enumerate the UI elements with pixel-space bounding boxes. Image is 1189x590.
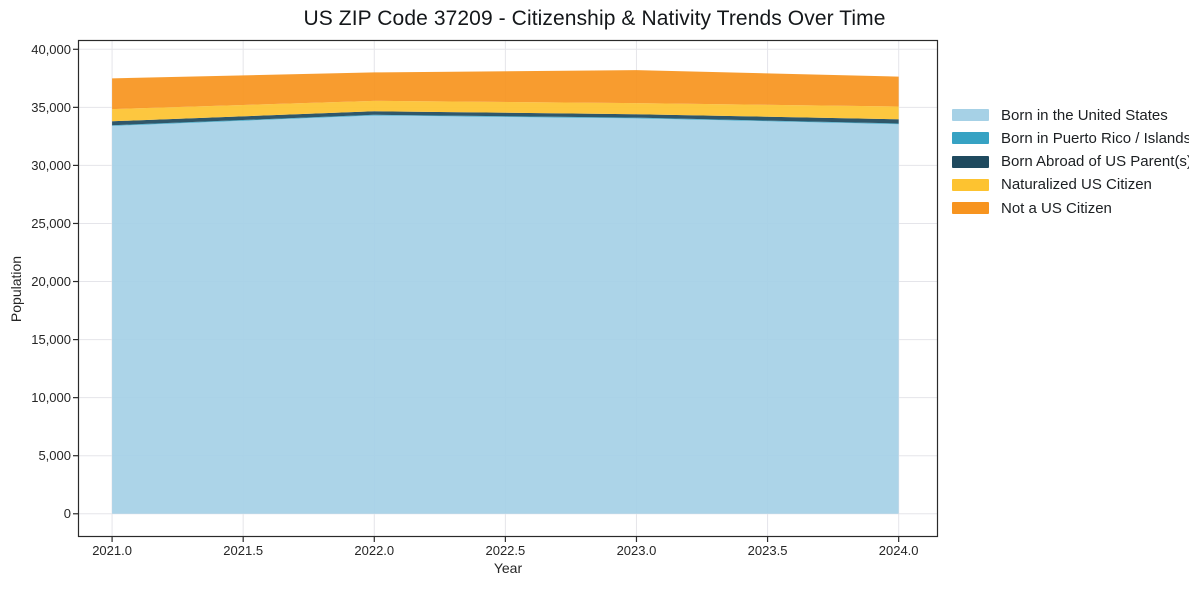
legend-swatch-icon: [952, 155, 989, 168]
axes-border: [77, 39, 939, 538]
legend-label: Not a US Citizen: [1001, 199, 1112, 217]
legend-label: Born Abroad of US Parent(s): [1001, 153, 1189, 171]
x-tick-label: 2021.0: [92, 543, 132, 558]
legend-item: Born Abroad of US Parent(s): [952, 153, 1189, 171]
legend-label: Born in the United States: [1001, 106, 1168, 124]
area-naturalized-us-citizen: [112, 100, 899, 122]
legend-label: Naturalized US Citizen: [1001, 176, 1152, 194]
legend-item: Born in the United States: [952, 106, 1188, 124]
x-tick-label: 2024.0: [878, 543, 919, 558]
x-tick-label: 2023.5: [747, 543, 788, 558]
legend-swatch-icon: [952, 202, 989, 215]
y-tick-label: 15,000: [31, 332, 71, 348]
y-tick-label: 5,000: [38, 448, 71, 464]
y-tick-label: 40,000: [31, 41, 71, 57]
legend-item: Born in Puerto Rico / Islands: [952, 129, 1189, 147]
legend-swatch-icon: [952, 178, 989, 191]
y-tick-label: 10,000: [31, 390, 71, 406]
legend-item: Naturalized US Citizen: [952, 176, 1188, 194]
area-born-in-the-united-states: [112, 115, 899, 514]
y-tick-label: 35,000: [31, 99, 71, 115]
legend-item: Not a US Citizen: [952, 199, 1188, 217]
legend: Born in the United States Born in Puerto …: [952, 106, 1189, 225]
y-tick-label: 25,000: [31, 215, 71, 231]
x-axis-label: Year: [493, 560, 523, 576]
chart-title: US ZIP Code 37209 - Citizenship & Nativi…: [303, 7, 886, 30]
area-born-abroad-of-us-parent-s: [112, 111, 899, 126]
area-born-in-puerto-rico-islands: [112, 114, 899, 126]
y-tick-label: 30,000: [31, 157, 71, 173]
legend-swatch-icon: [952, 132, 989, 145]
y-tick-label: 0: [63, 506, 71, 522]
y-tick-label: 20,000: [31, 274, 71, 290]
x-tick-label: 2023.0: [616, 543, 657, 558]
x-tick-label: 2022.5: [485, 543, 526, 558]
x-tick-label: 2021.5: [223, 543, 264, 558]
area-not-a-us-citizen: [112, 70, 899, 110]
legend-label: Born in Puerto Rico / Islands: [1001, 129, 1189, 147]
legend-swatch-icon: [952, 109, 989, 121]
x-tick-label: 2022.0: [354, 543, 395, 558]
